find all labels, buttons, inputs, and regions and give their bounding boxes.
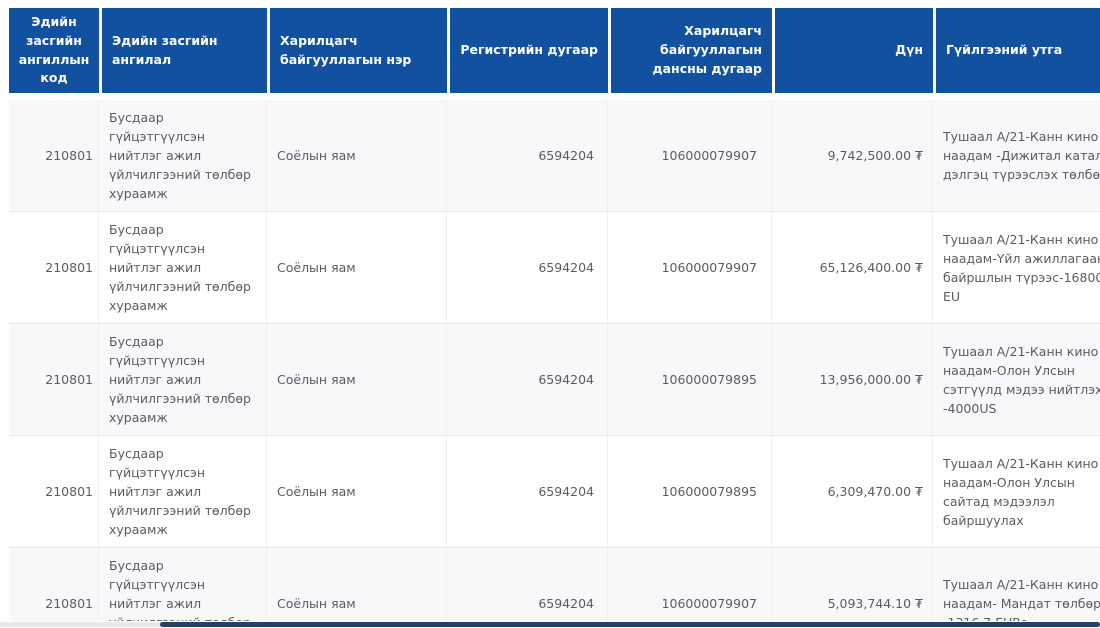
cell-register: 6594204	[447, 547, 608, 621]
cell-description: Тушаал А/21-Канн кино наадам-Олон Улсын …	[933, 435, 1100, 547]
cell-amount: 6,309,470.00 ₮	[772, 435, 933, 547]
cell-code: 210801	[9, 435, 99, 547]
cell-category: Бусдаар гүйцэтгүүлсэн нийтлэг ажил үйлчи…	[99, 547, 267, 621]
column-header-code: Эдийн засгийн ангиллын код	[9, 8, 99, 100]
cell-account: 106000079895	[608, 323, 772, 435]
cell-org: Соёлын яам	[267, 323, 447, 435]
column-header-amount: Дүн	[772, 8, 933, 100]
cell-amount: 13,956,000.00 ₮	[772, 323, 933, 435]
column-header-account: Харилцагч байгууллагын дансны дугаар	[608, 8, 772, 100]
cell-category: Бусдаар гүйцэтгүүлсэн нийтлэг ажил үйлчи…	[99, 323, 267, 435]
cell-description: Тушаал А/21-Канн кино наадам-Үйл ажиллаг…	[933, 211, 1100, 323]
cell-account: 106000079907	[608, 100, 772, 211]
transactions-table: Эдийн засгийн ангиллын код Эдийн засгийн …	[9, 8, 1100, 621]
cell-category: Бусдаар гүйцэтгүүлсэн нийтлэг ажил үйлчи…	[99, 435, 267, 547]
cell-register: 6594204	[447, 323, 608, 435]
cell-amount: 9,742,500.00 ₮	[772, 100, 933, 211]
cell-org: Соёлын яам	[267, 211, 447, 323]
cell-code: 210801	[9, 100, 99, 211]
cell-code: 210801	[9, 323, 99, 435]
table-row: 210801 Бусдаар гүйцэтгүүлсэн нийтлэг ажил…	[9, 435, 1100, 547]
table-header-row: Эдийн засгийн ангиллын код Эдийн засгийн …	[9, 8, 1100, 100]
cell-register: 6594204	[447, 100, 608, 211]
cell-amount: 65,126,400.00 ₮	[772, 211, 933, 323]
column-header-org: Харилцагч байгууллагын нэр	[267, 8, 447, 100]
table-body: 210801 Бусдаар гүйцэтгүүлсэн нийтлэг ажил…	[9, 100, 1100, 621]
column-header-category: Эдийн засгийн ангилал	[99, 8, 267, 100]
cell-register: 6594204	[447, 435, 608, 547]
table-row: 210801 Бусдаар гүйцэтгүүлсэн нийтлэг ажил…	[9, 323, 1100, 435]
cell-category: Бусдаар гүйцэтгүүлсэн нийтлэг ажил үйлчи…	[99, 100, 267, 211]
cell-account: 106000079907	[608, 547, 772, 621]
table-row: 210801 Бусдаар гүйцэтгүүлсэн нийтлэг ажил…	[9, 211, 1100, 323]
table-row: 210801 Бусдаар гүйцэтгүүлсэн нийтлэг ажил…	[9, 100, 1100, 211]
cell-code: 210801	[9, 547, 99, 621]
table-row: 210801 Бусдаар гүйцэтгүүлсэн нийтлэг ажил…	[9, 547, 1100, 621]
horizontal-scrollbar-thumb[interactable]	[160, 622, 1100, 627]
cell-category: Бусдаар гүйцэтгүүлсэн нийтлэг ажил үйлчи…	[99, 211, 267, 323]
cell-account: 106000079907	[608, 211, 772, 323]
cell-description: Тушаал А/21-Канн кино наадам-Олон Улсын …	[933, 323, 1100, 435]
cell-org: Соёлын яам	[267, 100, 447, 211]
cell-code: 210801	[9, 211, 99, 323]
horizontal-scrollbar[interactable]	[0, 622, 1100, 627]
cell-amount: 5,093,744.10 ₮	[772, 547, 933, 621]
column-header-description: Гүйлгээний утга	[933, 8, 1100, 100]
cell-org: Соёлын яам	[267, 435, 447, 547]
cell-org: Соёлын яам	[267, 547, 447, 621]
column-header-register: Регистрийн дугаар	[447, 8, 608, 100]
cell-description: Тушаал А/21-Канн кино наадам- Мандат төл…	[933, 547, 1100, 621]
cell-account: 106000079895	[608, 435, 772, 547]
cell-register: 6594204	[447, 211, 608, 323]
cell-description: Тушаал А/21-Канн кино наадам -Дижитал ка…	[933, 100, 1100, 211]
